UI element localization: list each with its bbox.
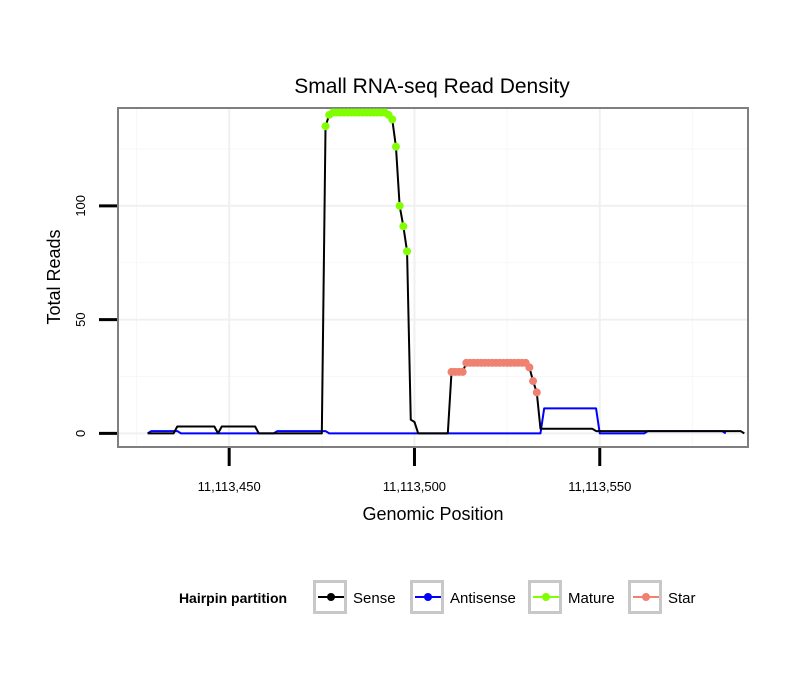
legend-key-point <box>642 593 650 601</box>
star-data-point <box>458 367 467 376</box>
legend: Hairpin partition Sense Antisense Mature St… <box>179 580 696 614</box>
y-tick-label: 100 <box>73 195 88 217</box>
legend-item-star: Star <box>628 580 696 614</box>
legend-item-mature: Mature <box>528 580 615 614</box>
grid-layer <box>118 108 748 447</box>
y-tick-label: 0 <box>73 430 88 437</box>
y-axis: 0 50 100 <box>73 195 117 437</box>
legend-label-mature: Mature <box>568 590 615 607</box>
legend-key-point <box>542 593 550 601</box>
mature-data-point <box>399 222 408 231</box>
mature-data-point <box>321 122 330 131</box>
legend-label-sense: Sense <box>353 590 396 607</box>
x-tick-label: 11,113,500 <box>383 479 446 494</box>
legend-item-sense: Sense <box>313 580 396 614</box>
mature-data-point <box>388 115 397 124</box>
series-layer <box>147 108 745 435</box>
y-tick-label: 50 <box>73 312 88 326</box>
legend-title: Hairpin partition <box>179 590 287 606</box>
mature-data-point <box>391 142 400 151</box>
star-data-point <box>532 388 541 397</box>
star-data-point <box>529 377 538 386</box>
mature-data-point <box>395 201 404 210</box>
legend-key-point <box>327 593 335 601</box>
legend-entries: Sense Antisense Mature Star <box>313 580 696 614</box>
legend-label-star: Star <box>668 590 696 607</box>
legend-label-antisense: Antisense <box>450 590 516 607</box>
x-tick-label: 11,113,450 <box>198 479 261 494</box>
x-axis-label: Genomic Position <box>362 504 503 524</box>
legend-item-antisense: Antisense <box>410 580 516 614</box>
chart-title: Small RNA-seq Read Density <box>294 75 570 98</box>
star-data-point <box>525 363 534 372</box>
y-axis-label: Total Reads <box>44 229 64 324</box>
mature-data-point <box>403 247 412 256</box>
x-axis: 11,113,450 11,113,500 11,113,550 <box>198 448 631 494</box>
x-tick-label: 11,113,550 <box>568 479 631 494</box>
plot-panel-border <box>117 107 749 448</box>
legend-key-point <box>424 593 432 601</box>
